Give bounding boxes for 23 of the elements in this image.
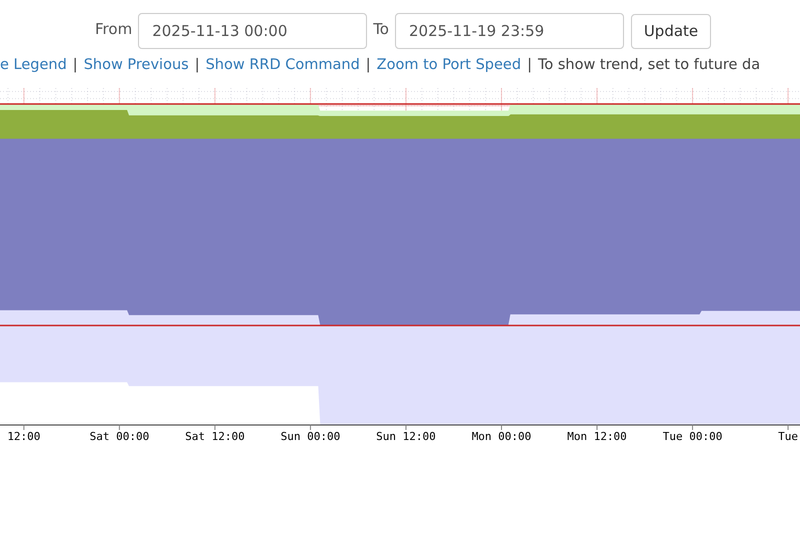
text: | (194, 57, 200, 73)
text: | (527, 57, 532, 73)
text: From (95, 20, 132, 38)
x-tick-label: Tue 00:00 (662, 430, 722, 443)
x-tick-label: Sat 12:00 (185, 430, 245, 443)
x-tick-label: Sun 00:00 (280, 430, 340, 443)
text-field: 2025-11-19 23:59 (394, 13, 624, 49)
text: To (373, 20, 389, 38)
x-tick-label: Mon 12:00 (567, 430, 627, 443)
text: e Legend (0, 57, 67, 73)
text: Zoom to Port Speed (376, 57, 522, 73)
text: Show Previous (84, 57, 189, 73)
x-tick-label: Tue (778, 430, 798, 443)
text: | (366, 57, 371, 73)
text-field: 2025-11-13 00:00 (138, 13, 368, 49)
text: Show RRD Command (206, 57, 360, 73)
text: | (72, 57, 78, 73)
x-tick-label: Mon 00:00 (472, 430, 532, 443)
button: Update (630, 14, 711, 48)
x-tick-label: 12:00 (7, 430, 40, 443)
text: To show trend, set to future da (538, 57, 760, 73)
x-tick-label: Sun 12:00 (376, 430, 436, 443)
x-tick-label: Sat 00:00 (90, 430, 150, 443)
